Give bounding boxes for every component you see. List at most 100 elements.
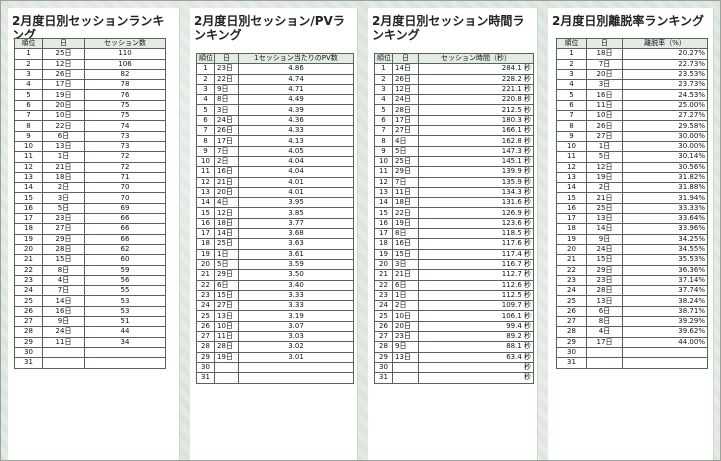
- value-cell: 33.96%: [622, 223, 708, 235]
- value-cell: 3.50: [238, 269, 354, 281]
- rank-cell: 18: [556, 223, 587, 235]
- day-cell: 12日: [214, 207, 239, 219]
- rank-cell: 1: [556, 48, 587, 60]
- value-cell: 118.5 秒: [418, 228, 534, 240]
- value-cell: 37.14%: [622, 274, 708, 287]
- rank-cell: 15: [556, 192, 587, 204]
- table-row: 5 3日 4.39: [196, 104, 354, 116]
- table-row: 29 17日 44.00%: [556, 336, 708, 348]
- day-cell: 19日: [42, 89, 85, 101]
- day-cell: [42, 357, 85, 369]
- value-cell: 63.4 秒: [418, 351, 534, 363]
- value-cell: 3.61: [238, 248, 354, 260]
- rank-cell: 9: [374, 145, 393, 157]
- day-cell: [214, 372, 239, 384]
- day-cell: 7日: [392, 176, 419, 188]
- table-row: 25 14日 53: [14, 295, 166, 307]
- day-cell: 12日: [42, 58, 85, 70]
- rank-cell: 23: [556, 274, 587, 287]
- value-cell: 53: [84, 305, 166, 318]
- day-cell: 24日: [42, 326, 85, 338]
- day-cell: 28日: [392, 104, 419, 116]
- table-row: 11 16日 4.04: [196, 166, 354, 178]
- day-cell: 13日: [214, 310, 239, 322]
- rank-cell: 11: [374, 166, 393, 178]
- rank-cell: 28: [556, 326, 587, 338]
- day-cell: 26日: [214, 125, 239, 137]
- column-header: 順位: [374, 52, 393, 65]
- day-cell: 9日: [586, 233, 623, 245]
- day-cell: 17日: [392, 114, 419, 127]
- value-cell: [238, 372, 354, 384]
- rank-cell: 17: [374, 228, 393, 240]
- rank-cell: 28: [374, 341, 393, 353]
- table-row: 18 16日 117.6 秒: [374, 238, 534, 250]
- value-cell: 78: [84, 79, 166, 91]
- table-row: 8 4日 162.8 秒: [374, 135, 534, 147]
- value-cell: 39.29%: [622, 316, 708, 328]
- day-cell: 15日: [42, 254, 85, 266]
- day-cell: 28日: [586, 285, 623, 297]
- table-row: 3 9日 4.71: [196, 83, 354, 96]
- value-cell: 117.6 秒: [418, 238, 534, 250]
- day-cell: 22日: [392, 207, 419, 219]
- day-cell: 8日: [214, 94, 239, 106]
- table-row: 22 6日 112.6 秒: [374, 279, 534, 291]
- value-cell: [238, 361, 354, 374]
- value-cell: 135.9 秒: [418, 176, 534, 188]
- rank-cell: 20: [14, 243, 43, 256]
- table-row: 11 1日 72: [14, 151, 166, 163]
- table-row: 23 4日 56: [14, 274, 166, 287]
- column-header: 順位: [196, 52, 215, 65]
- day-cell: 22日: [214, 73, 239, 85]
- day-cell: 19日: [214, 351, 239, 363]
- value-cell: 35.53%: [622, 254, 708, 266]
- day-cell: 25日: [42, 48, 85, 60]
- table-row: 21 15日 60: [14, 254, 166, 266]
- value-cell: 4.39: [238, 104, 354, 116]
- day-cell: 20日: [586, 68, 623, 81]
- rank-cell: 15: [196, 207, 215, 219]
- value-cell: 31.88%: [622, 182, 708, 194]
- table-row: 3 26日 82: [14, 68, 166, 81]
- rank-cell: 23: [374, 289, 393, 302]
- table-row: 27 11日 3.03: [196, 331, 354, 343]
- value-cell: 220.8 秒: [418, 94, 534, 106]
- table-row: 4 3日 23.73%: [556, 79, 708, 91]
- value-cell: 4.04: [238, 155, 354, 168]
- rank-cell: 9: [196, 145, 215, 157]
- day-cell: 10日: [214, 320, 239, 333]
- rank-cell: 27: [196, 331, 215, 343]
- value-cell: 44: [84, 326, 166, 338]
- day-cell: 6日: [586, 305, 623, 318]
- rank-cell: 26: [196, 320, 215, 333]
- column-header: 順位: [14, 37, 43, 50]
- rank-cell: 25: [556, 295, 587, 307]
- table-row: 19 29日 66: [14, 233, 166, 245]
- value-cell: 23.73%: [622, 79, 708, 91]
- rank-cell: 19: [14, 233, 43, 245]
- table-row: 12 21日 4.01: [196, 176, 354, 188]
- table-row: 31 秒: [374, 372, 534, 384]
- rank-cell: 15: [14, 192, 43, 204]
- day-cell: 20日: [214, 186, 239, 199]
- day-cell: 4日: [214, 197, 239, 209]
- value-cell: [84, 346, 166, 359]
- table-row: 24 28日 37.74%: [556, 285, 708, 297]
- rank-cell: 5: [196, 104, 215, 116]
- table-row: 28 28日 3.02: [196, 341, 354, 353]
- table-row: 4 17日 78: [14, 79, 166, 91]
- table-row: 1 23日 4.86: [196, 63, 354, 75]
- value-cell: 228.2 秒: [418, 73, 534, 85]
- table-row: 18 14日 33.96%: [556, 223, 708, 235]
- value-cell: 4.05: [238, 145, 354, 157]
- day-cell: 11日: [392, 186, 419, 199]
- rank-cell: 17: [14, 213, 43, 225]
- value-cell: 3.85: [238, 207, 354, 219]
- value-cell: 30.00%: [622, 130, 708, 142]
- day-cell: 14日: [392, 63, 419, 75]
- table-row: 28 9日 88.1 秒: [374, 341, 534, 353]
- day-cell: 29日: [392, 166, 419, 178]
- table-row: 24 2日 109.7 秒: [374, 300, 534, 312]
- table-row: 26 20日 99.4 秒: [374, 320, 534, 333]
